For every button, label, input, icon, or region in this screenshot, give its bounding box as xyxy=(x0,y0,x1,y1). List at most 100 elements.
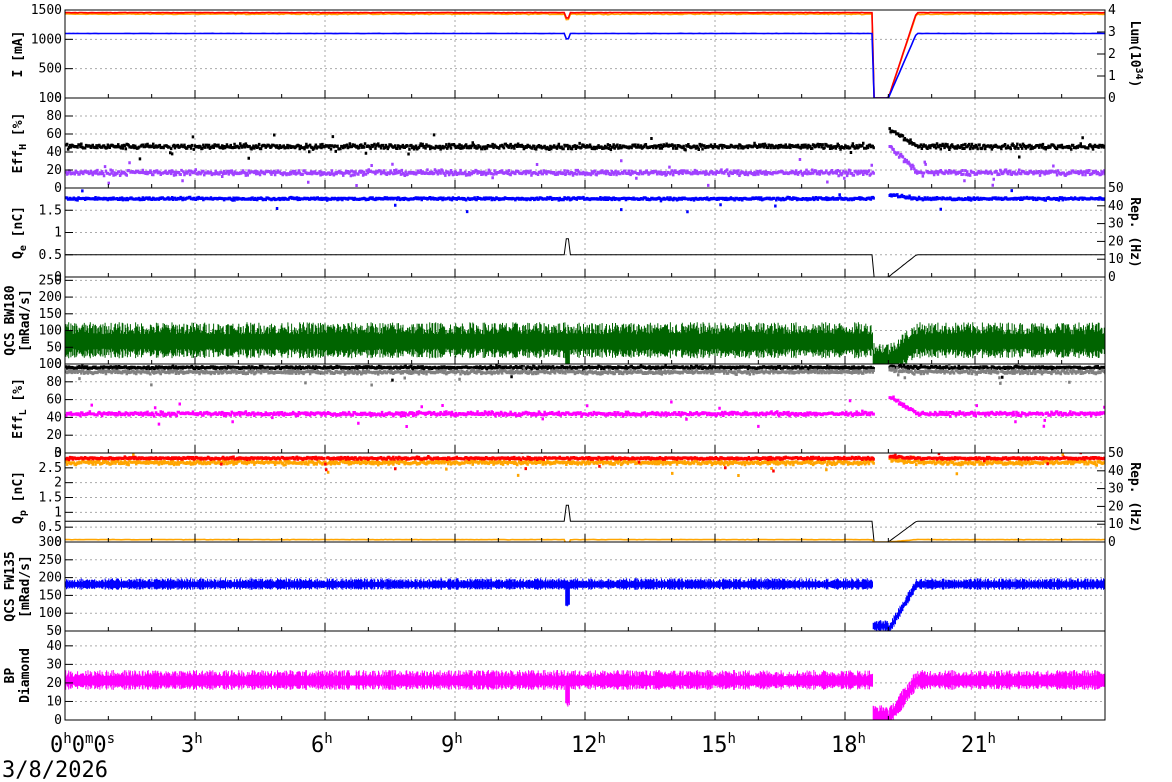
y-tick-label: 0 xyxy=(54,270,62,285)
y-tick-label: 40 xyxy=(46,639,62,654)
panel-bp: 0 10 20 30 40 BP Diamond xyxy=(3,630,1106,728)
series-group xyxy=(65,453,1105,542)
y-tick-label: 30 xyxy=(46,657,62,672)
y-axis-label-main: Eff xyxy=(11,150,26,173)
y-tick-label: 0 xyxy=(54,91,62,106)
x-tick-unit: h xyxy=(194,731,202,747)
series-scatter xyxy=(65,127,1105,161)
y-axis-label: QCS BW180 xyxy=(3,285,18,356)
x-tick-label: 3h xyxy=(181,731,203,758)
series-group xyxy=(65,322,1105,364)
x-tick-minutes: 0 xyxy=(72,733,85,758)
y-tick-label: 250 xyxy=(39,273,62,288)
x-tick-value: 3 xyxy=(181,733,194,758)
right-y-tick-label: 4 xyxy=(1108,3,1116,18)
y-axis-label-end: [nC] xyxy=(11,471,26,510)
y-tick-label: 2.5 xyxy=(39,461,62,476)
right-axis-label-main: Rep. (Hz) xyxy=(1127,462,1142,532)
right-axis-label-end: ) xyxy=(1127,80,1142,88)
x-tick-unit: h xyxy=(728,731,736,747)
y-axis-label-main: Q xyxy=(11,516,26,524)
y-tick-label: 50 xyxy=(46,340,62,355)
x-tick-minutes-unit: m xyxy=(85,731,93,747)
right-y-tick-label: 40 xyxy=(1108,199,1124,214)
y-axis-label: Qe [nC] xyxy=(11,206,29,259)
y-tick-label: 3 xyxy=(54,446,62,461)
y-tick-label: 1.5 xyxy=(39,203,62,218)
y-tick-label: 0 xyxy=(54,357,62,372)
y-tick-label: 1500 xyxy=(31,3,62,18)
y-tick-label: 1 xyxy=(54,226,62,241)
right-axis-label-main: Rep. (Hz) xyxy=(1127,197,1142,267)
series-noise xyxy=(65,670,1105,720)
right-y-tick-label: 50 xyxy=(1108,181,1124,196)
x-tick-label: 15h xyxy=(701,731,736,758)
right-y-tick-label: 10 xyxy=(1108,517,1124,532)
y-tick-label: 40 xyxy=(46,145,62,160)
y-tick-label: 0.5 xyxy=(39,520,62,535)
right-y-tick-label: 10 xyxy=(1108,252,1124,267)
y-tick-label: 250 xyxy=(39,553,62,568)
y-axis-label: Qp [nC] xyxy=(11,471,29,524)
series-group xyxy=(65,188,1105,277)
series-scatter xyxy=(65,188,1105,214)
series-group xyxy=(65,364,1105,428)
y-axis-label-main: Q xyxy=(11,251,26,259)
right-y-tick-label: 0 xyxy=(1108,270,1116,285)
x-tick-label: 18h xyxy=(831,731,866,758)
y-axis-label-end: [%] xyxy=(11,378,26,409)
x-tick-label: 0h0m0s xyxy=(50,731,115,758)
y-axis-label-main: Eff xyxy=(11,415,26,438)
y-tick-label: 0 xyxy=(54,713,62,728)
x-tick-seconds-unit: s xyxy=(107,731,115,747)
x-tick-value: 9 xyxy=(441,733,454,758)
y-tick-label: 1.5 xyxy=(39,491,62,506)
x-tick-label: 9h xyxy=(441,731,463,758)
y-tick-label: 0 xyxy=(54,535,62,550)
y-axis-label-line2: [mRad/s] xyxy=(18,289,33,352)
y-tick-label: 1000 xyxy=(31,32,62,47)
x-tick-unit: h xyxy=(454,731,462,747)
y-tick-label: 1 xyxy=(54,505,62,520)
right-y-tick-label: 2 xyxy=(1108,47,1116,62)
y-tick-label: 0 xyxy=(54,181,62,196)
x-tick-value: 18 xyxy=(831,733,858,758)
y-axis-label: BP xyxy=(3,668,18,684)
series-scatter xyxy=(65,453,1105,477)
y-axis-label-sub: L xyxy=(18,409,29,415)
right-axis-label-sup: 34 xyxy=(1133,68,1144,80)
y-tick-label: 0 xyxy=(54,446,62,461)
x-tick-unit: h xyxy=(858,731,866,747)
y-axis-label-main: I [mA] xyxy=(11,31,26,78)
y-axis-label: EffH [%] xyxy=(11,113,29,174)
series-noise xyxy=(65,578,1105,631)
y-axis-label-line2: Diamond xyxy=(18,648,33,703)
right-y-tick-label: 20 xyxy=(1108,499,1124,514)
x-tick-label: 6h xyxy=(311,731,333,758)
y-tick-label: 100 xyxy=(39,357,62,372)
right-axis-label: Rep. (Hz) xyxy=(1127,197,1142,267)
y-tick-label: 20 xyxy=(46,163,62,178)
y-tick-label: 10 xyxy=(46,694,62,709)
series-line xyxy=(65,504,1105,542)
x-tick-seconds: 0 xyxy=(93,733,106,758)
panel-effh: 0 20 40 60 80 100 EffH [%] xyxy=(11,91,1106,196)
right-y-tick-label: 40 xyxy=(1108,464,1124,479)
y-tick-label: 60 xyxy=(46,393,62,408)
y-tick-label: 300 xyxy=(39,535,62,550)
series-group xyxy=(65,127,1105,187)
panel-effl: 0 20 40 60 80 100 EffL [%] xyxy=(11,357,1106,461)
x-tick-value: 21 xyxy=(961,733,988,758)
y-axis-label-sub: H xyxy=(18,144,29,150)
right-axis-label: Rep. (Hz) xyxy=(1127,462,1142,532)
y-tick-label: 20 xyxy=(46,428,62,443)
y-tick-label: 50 xyxy=(46,624,62,639)
x-tick-label: 12h xyxy=(571,731,606,758)
y-tick-label: 80 xyxy=(46,109,62,124)
